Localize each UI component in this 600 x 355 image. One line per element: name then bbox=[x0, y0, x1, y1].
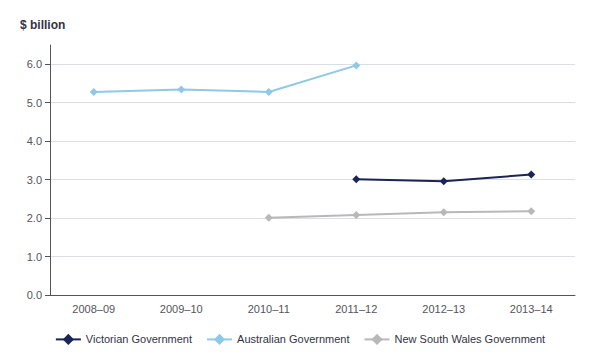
svg-text:2008–09: 2008–09 bbox=[72, 303, 115, 315]
svg-text:New South Wales Government: New South Wales Government bbox=[395, 333, 546, 345]
svg-text:2012–13: 2012–13 bbox=[422, 303, 465, 315]
svg-text:Victorian Government: Victorian Government bbox=[86, 333, 192, 345]
svg-text:3.0: 3.0 bbox=[27, 174, 42, 186]
svg-text:2.0: 2.0 bbox=[27, 212, 42, 224]
svg-text:2010–11: 2010–11 bbox=[248, 303, 290, 315]
svg-text:4.0: 4.0 bbox=[27, 135, 42, 147]
svg-text:Australian Government: Australian Government bbox=[237, 333, 349, 345]
svg-text:1.0: 1.0 bbox=[27, 251, 42, 263]
svg-text:6.0: 6.0 bbox=[27, 58, 42, 70]
svg-text:2013–14: 2013–14 bbox=[510, 303, 553, 315]
svg-text:2011–12: 2011–12 bbox=[335, 303, 377, 315]
svg-text:$ billion: $ billion bbox=[20, 18, 65, 32]
svg-text:2009–10: 2009–10 bbox=[160, 303, 203, 315]
svg-text:0.0: 0.0 bbox=[27, 289, 42, 301]
svg-text:5.0: 5.0 bbox=[27, 97, 42, 109]
